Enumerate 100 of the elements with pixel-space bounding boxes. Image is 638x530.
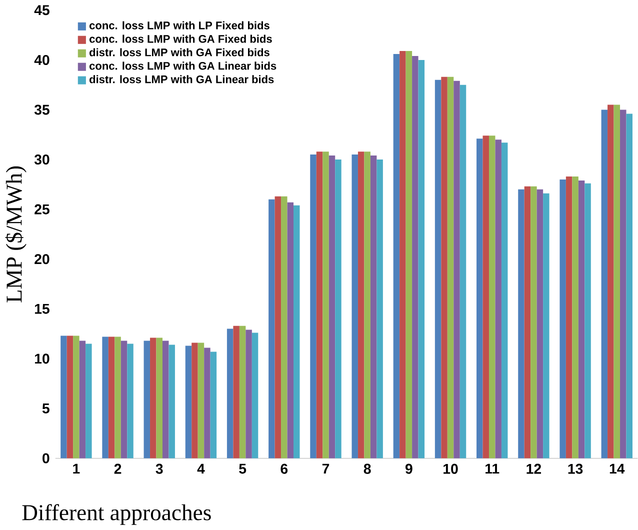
bar [393,54,400,458]
bar [233,326,240,458]
bar [322,152,329,458]
bar [114,336,121,458]
bar [501,142,508,458]
bar [66,336,74,458]
bar [185,346,192,458]
legend-label: conc. loss LMP with GA Fixed bids [90,34,272,43]
bar [86,344,92,458]
bar [294,205,300,458]
bar [108,336,115,458]
y-tick-label: 10 [34,354,50,364]
x-axis-title: Different approaches [22,504,211,525]
bar [454,80,460,458]
x-tick-label: 4 [197,464,205,474]
x-tick-label: 6 [280,464,288,474]
x-tick-label: 8 [364,464,371,474]
bar [252,332,258,458]
bar [60,336,67,458]
bar [73,336,80,458]
bar [102,336,108,458]
bar [601,110,608,458]
bar [560,179,566,458]
legend-label: distr. loss LMP with GA Linear bids [90,75,274,84]
legend-label: conc. loss LMP with GA Linear bids [90,62,276,70]
bar [328,155,336,458]
bar [620,110,626,458]
bar [268,199,275,458]
bar [418,60,425,458]
bar [530,186,537,458]
x-tick-label: 5 [239,464,246,474]
bar [584,183,591,458]
y-tick-label: 20 [34,254,50,264]
bar [488,136,496,458]
bar [626,114,632,458]
bar [572,176,578,458]
bar [566,176,572,458]
bar [476,138,483,458]
bar [524,186,531,458]
bar [482,136,489,458]
bar [156,338,162,458]
bar [120,340,128,458]
bar [352,154,358,458]
bar [578,180,585,458]
y-tick-label: 35 [34,104,50,115]
x-tick-label: 7 [322,464,330,474]
bar [447,76,454,458]
bar [168,344,175,458]
bar [246,330,252,458]
x-tick-label: 12 [526,464,541,474]
y-tick-label: 40 [34,54,50,65]
legend-label: conc. loss LMP with LP Fixed bids [90,21,270,30]
x-tick-label: 2 [114,464,122,474]
x-tick-label: 9 [405,464,412,474]
bar [358,152,364,458]
legend-label: distr. loss LMP with GA Fixed bids [90,48,270,56]
y-tick-label: 5 [42,403,50,414]
bar [150,338,156,458]
x-tick-label: 14 [610,464,625,474]
bar [376,159,383,458]
bar [198,342,204,458]
bar [536,189,544,458]
y-tick-label: 15 [34,304,50,314]
bar [400,50,406,458]
bar [239,326,246,458]
bar [316,152,323,458]
bar [406,50,412,458]
bar [370,155,377,458]
y-tick-label: 0 [42,453,50,464]
bar [460,84,466,458]
bar [310,154,316,458]
x-tick-label: 13 [568,464,583,474]
x-tick-label: 11 [486,464,500,474]
bar [210,352,217,458]
y-tick-label: 45 [34,5,50,16]
bar [287,202,294,458]
bar [335,159,342,458]
bar [192,342,198,458]
bar [162,340,169,458]
bar [144,340,150,458]
bar [412,56,418,458]
bar [204,348,210,458]
bar [441,76,448,458]
x-tick-label: 3 [156,464,163,474]
x-tick-label: 1 [73,464,80,474]
x-tick-label: 10 [444,464,458,474]
bar [434,80,442,458]
y-axis-title: LMP ($/MWh) [5,166,26,302]
bar [518,189,524,458]
bar [614,104,620,458]
y-tick-label: 30 [34,154,50,164]
y-tick-label: 25 [34,204,50,214]
bar [364,152,370,458]
bar [79,340,86,458]
bar [274,196,282,458]
bar [608,104,614,458]
bar [127,344,134,458]
bar [281,196,288,458]
bar [495,140,502,458]
bar [226,328,234,458]
